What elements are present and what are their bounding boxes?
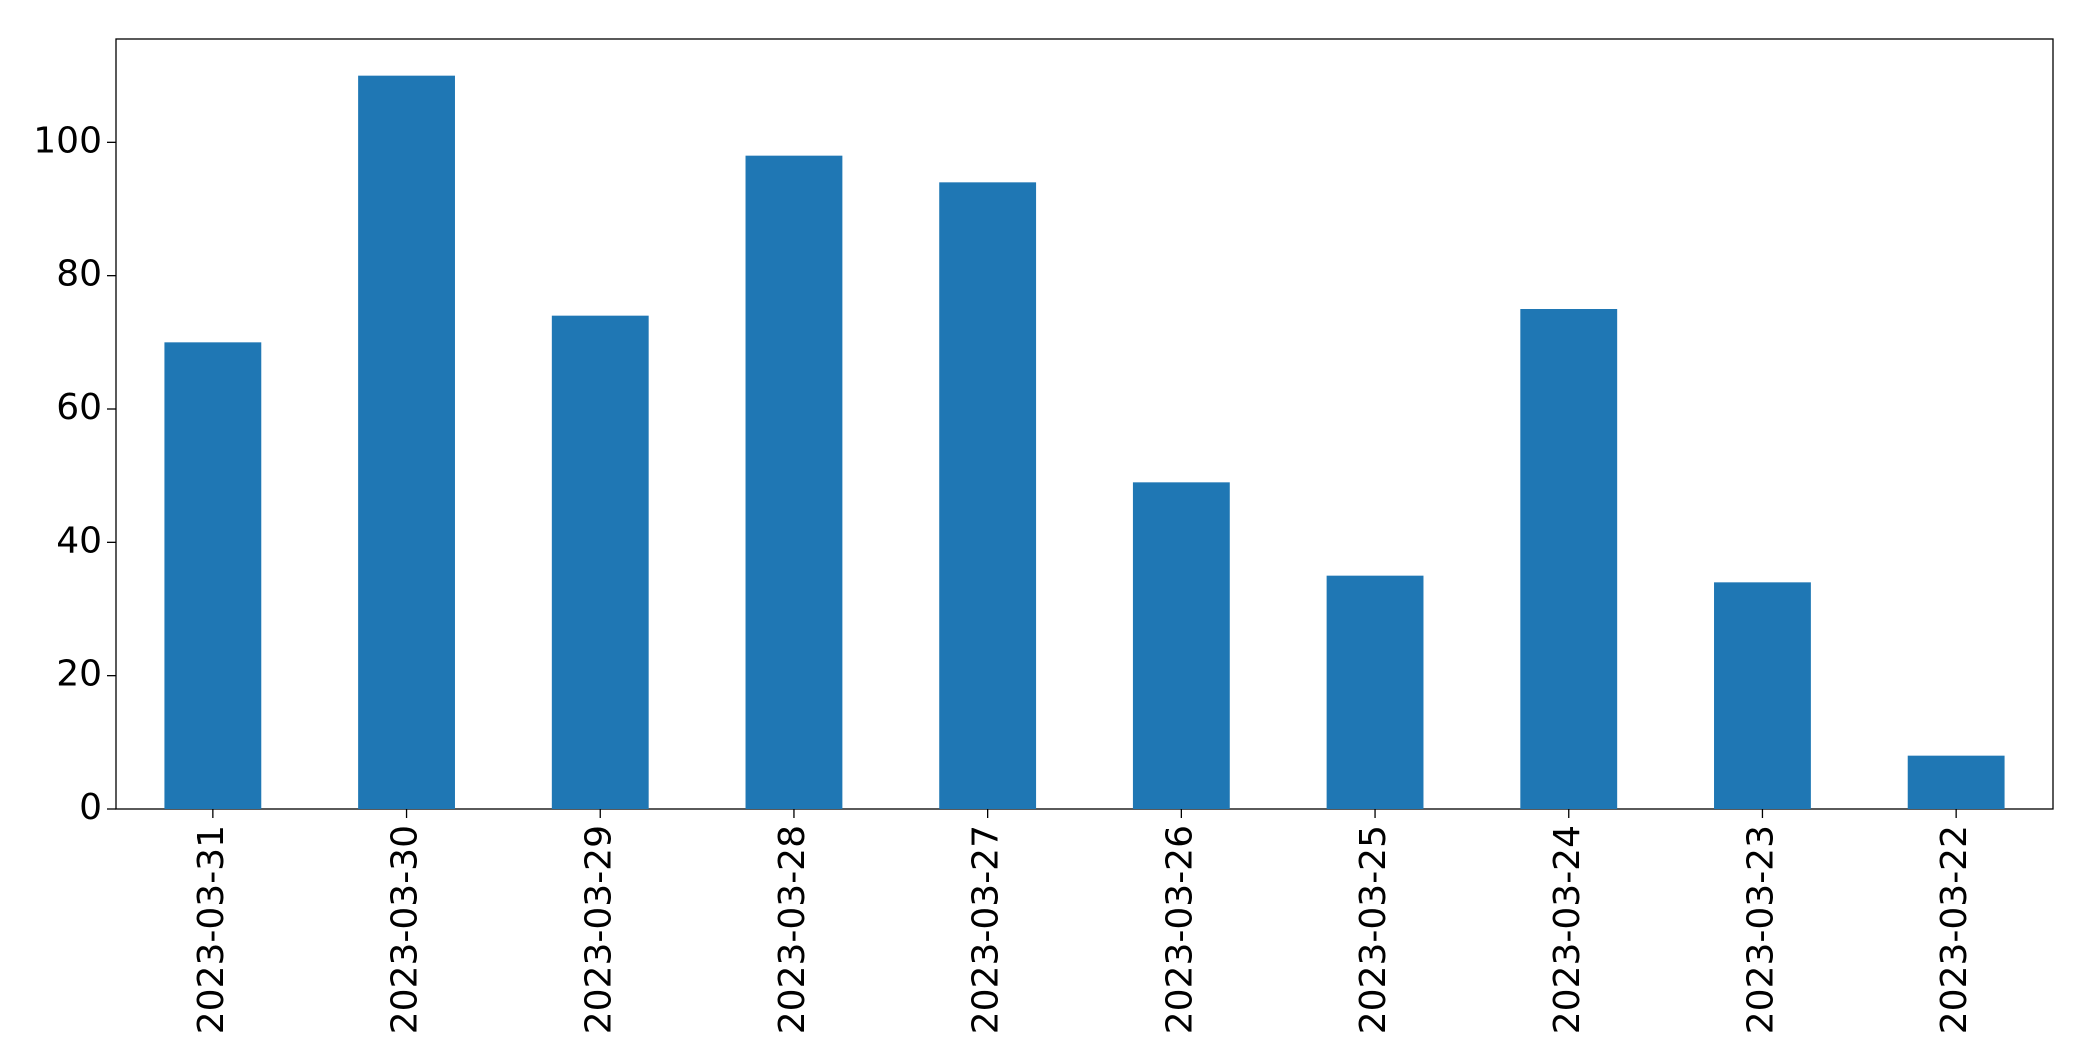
bar — [164, 342, 262, 809]
bar — [1132, 482, 1230, 809]
x-tick-label: 2023-03-24 — [1547, 825, 1588, 1034]
bar — [1714, 582, 1811, 809]
y-tick-label: 40 — [56, 520, 102, 561]
x-tick-label: 2023-03-23 — [1740, 825, 1781, 1034]
x-tick-label: 2023-03-25 — [1353, 825, 1394, 1034]
x-tick-label: 2023-03-30 — [385, 825, 426, 1034]
y-tick-label: 20 — [56, 654, 102, 695]
bar — [1326, 575, 1424, 809]
y-tick-label: 60 — [56, 387, 102, 428]
y-tick-label: 80 — [56, 254, 102, 295]
x-tick-label: 2023-03-22 — [1934, 825, 1975, 1034]
bar — [1520, 309, 1618, 809]
x-tick-label: 2023-03-26 — [1159, 825, 1200, 1034]
plot-frame — [115, 38, 2054, 810]
bar — [1907, 755, 2005, 809]
y-tick-label: 0 — [79, 787, 102, 828]
bar — [939, 182, 1037, 810]
bar — [551, 315, 649, 809]
x-tick-label: 2023-03-29 — [578, 825, 619, 1034]
bar — [745, 155, 843, 809]
bar — [358, 75, 455, 809]
x-tick-label: 2023-03-28 — [772, 825, 813, 1034]
x-tick-label: 2023-03-27 — [966, 825, 1007, 1034]
x-tick-label: 2023-03-31 — [191, 825, 232, 1034]
y-tick-label: 100 — [33, 120, 102, 161]
